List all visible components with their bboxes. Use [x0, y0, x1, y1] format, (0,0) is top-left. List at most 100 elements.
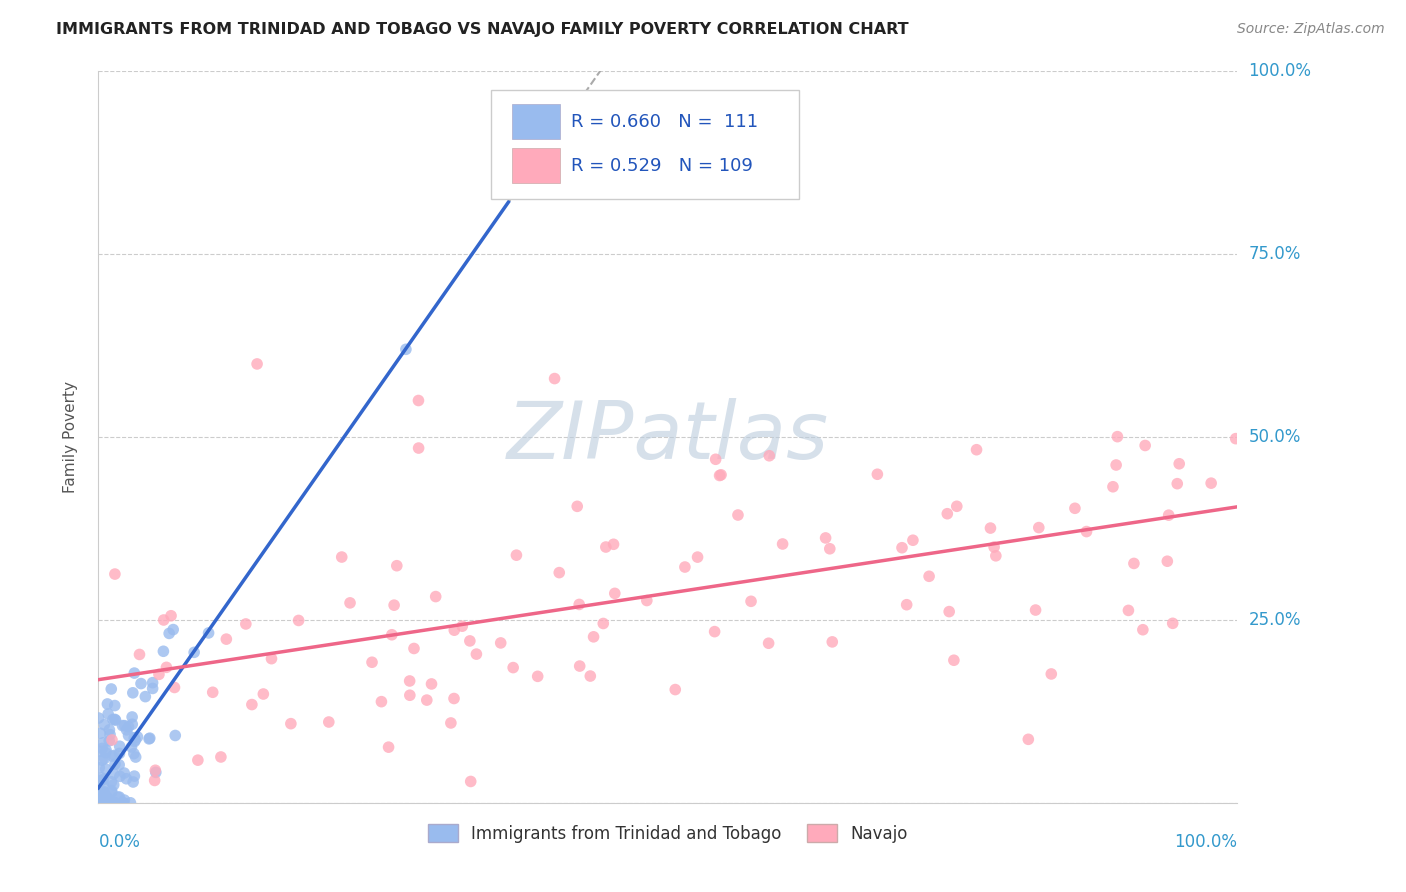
Point — [458, 634, 481, 648]
Point — [96, 790, 118, 805]
Point — [122, 747, 145, 761]
Text: R = 0.660   N =  111: R = 0.660 N = 111 — [571, 112, 758, 131]
Point — [704, 452, 727, 467]
Point — [1133, 438, 1156, 452]
Point — [215, 632, 238, 647]
Point — [592, 616, 614, 631]
Point — [93, 784, 115, 798]
Point — [108, 757, 131, 772]
Point — [94, 796, 117, 810]
Point — [104, 713, 127, 727]
Point — [163, 681, 186, 695]
Point — [142, 681, 165, 696]
Point — [1102, 480, 1125, 494]
Point — [703, 624, 725, 639]
Point — [443, 624, 465, 638]
Point — [772, 537, 794, 551]
Text: 0.0%: 0.0% — [98, 833, 141, 851]
Point — [93, 751, 115, 765]
Point — [1132, 623, 1154, 637]
Point — [398, 688, 420, 702]
Point — [1118, 603, 1140, 617]
Text: R = 0.529   N = 109: R = 0.529 N = 109 — [571, 157, 754, 175]
Point — [966, 442, 988, 457]
Point — [1064, 501, 1087, 516]
Point — [98, 723, 121, 737]
Point — [104, 698, 127, 713]
Point — [465, 647, 488, 661]
Point — [89, 761, 111, 775]
Point — [115, 772, 138, 786]
Point — [408, 441, 430, 455]
Point — [318, 714, 340, 729]
Point — [112, 793, 135, 807]
Point — [96, 697, 118, 711]
Point — [91, 796, 114, 810]
Point — [124, 769, 146, 783]
Point — [1017, 732, 1039, 747]
Point — [124, 750, 146, 764]
Point — [128, 648, 150, 662]
Point — [87, 711, 110, 725]
Point — [160, 608, 183, 623]
Text: ZIPatlas: ZIPatlas — [506, 398, 830, 476]
Point — [568, 598, 591, 612]
Point — [124, 733, 146, 747]
Point — [526, 669, 548, 683]
Point — [104, 713, 127, 727]
Point — [758, 449, 780, 463]
Point — [139, 731, 162, 746]
Point — [686, 550, 709, 565]
Text: IMMIGRANTS FROM TRINIDAD AND TOBAGO VS NAVAJO FAMILY POVERTY CORRELATION CHART: IMMIGRANTS FROM TRINIDAD AND TOBAGO VS N… — [56, 22, 908, 37]
Point — [100, 785, 122, 799]
Point — [98, 734, 121, 748]
Point — [740, 594, 762, 608]
Point — [103, 748, 125, 763]
Point — [152, 613, 174, 627]
Point — [89, 726, 111, 740]
Point — [936, 507, 959, 521]
Point — [111, 718, 134, 732]
Point — [89, 796, 111, 810]
Point — [93, 772, 115, 787]
Point — [398, 673, 420, 688]
Point — [1122, 557, 1144, 571]
Point — [866, 467, 889, 482]
Point — [280, 716, 302, 731]
Point — [91, 778, 114, 792]
Point — [1157, 508, 1180, 523]
Point — [93, 717, 115, 731]
Point — [108, 747, 131, 761]
Point — [157, 626, 180, 640]
Point — [183, 645, 205, 659]
Point — [100, 774, 122, 789]
Point — [124, 734, 146, 748]
Point — [460, 774, 482, 789]
Point — [89, 744, 111, 758]
Point — [90, 788, 112, 802]
Point — [402, 641, 425, 656]
Point — [148, 667, 170, 681]
Point — [93, 790, 115, 805]
Point — [94, 743, 117, 757]
Point — [94, 796, 117, 810]
Point — [420, 677, 443, 691]
Point — [121, 710, 143, 724]
Y-axis label: Family Poverty: Family Poverty — [63, 381, 77, 493]
Point — [979, 521, 1001, 535]
Point — [91, 796, 114, 810]
Point — [821, 635, 844, 649]
Point — [90, 771, 112, 785]
Point — [142, 675, 165, 690]
Point — [103, 767, 125, 781]
Text: 100.0%: 100.0% — [1249, 62, 1312, 80]
Point — [103, 796, 125, 810]
Point — [582, 630, 605, 644]
Point — [1161, 616, 1184, 631]
Point — [1025, 603, 1047, 617]
Point — [416, 693, 439, 707]
Point — [103, 796, 125, 810]
Point — [260, 651, 283, 665]
Point — [115, 723, 138, 737]
Point — [983, 540, 1005, 554]
